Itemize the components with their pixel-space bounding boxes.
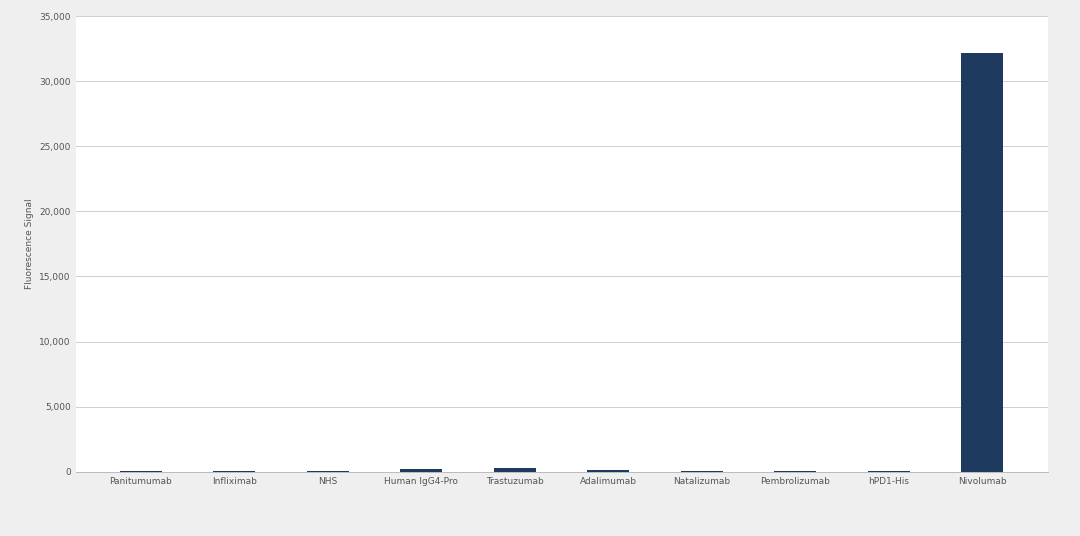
Bar	[588, 470, 630, 472]
Bar	[494, 468, 536, 472]
Bar	[307, 471, 349, 472]
Y-axis label: Fluorescence Signal: Fluorescence Signal	[25, 198, 33, 289]
Bar	[680, 471, 723, 472]
Bar	[961, 53, 1003, 472]
Bar	[774, 471, 816, 472]
Bar	[868, 471, 910, 472]
Bar	[120, 471, 162, 472]
Bar	[213, 471, 255, 472]
Bar	[401, 469, 443, 472]
